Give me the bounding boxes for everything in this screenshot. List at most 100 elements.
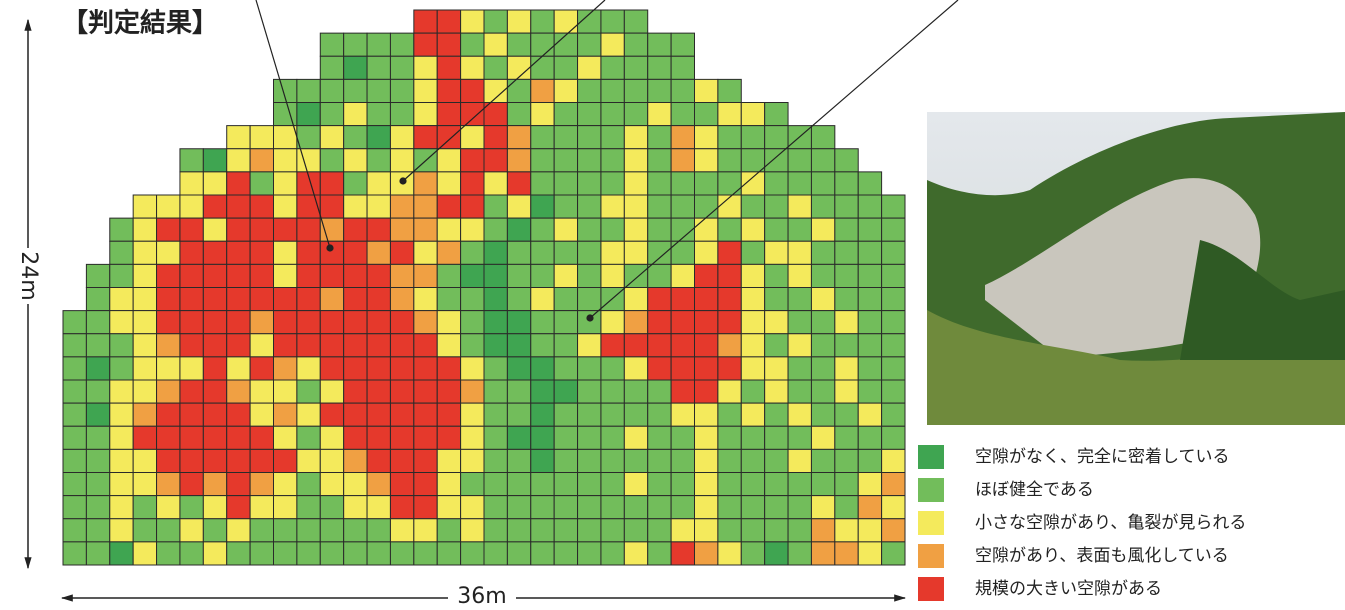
grid-cell xyxy=(600,495,625,520)
grid-cell xyxy=(857,472,883,497)
grid-cell xyxy=(436,171,462,196)
grid-cell xyxy=(623,263,649,288)
grid-cell xyxy=(319,217,345,242)
grid-cell xyxy=(460,425,485,450)
grid-cell xyxy=(810,310,836,335)
grid-cell xyxy=(132,495,158,520)
grid-cell xyxy=(483,448,508,473)
grid-cell xyxy=(62,402,87,427)
grid-cell xyxy=(553,102,579,127)
grid-cell xyxy=(694,217,719,242)
grid-cell xyxy=(273,333,298,358)
grid-cell xyxy=(694,495,719,520)
grid-cell xyxy=(179,171,204,196)
grid-cell xyxy=(179,333,204,358)
grid-cell xyxy=(109,495,134,520)
grid-cell xyxy=(530,495,555,520)
grid-cell xyxy=(764,448,789,473)
grid-cell xyxy=(179,263,204,288)
grid-cell xyxy=(226,287,251,312)
grid-cell xyxy=(389,310,415,335)
grid-cell xyxy=(764,333,789,358)
grid-cell xyxy=(389,495,415,520)
grid-cell xyxy=(156,448,181,473)
grid-cell xyxy=(109,472,134,497)
grid-cell xyxy=(764,541,789,566)
grid-cell xyxy=(670,194,695,219)
grid-cell xyxy=(530,55,555,80)
pointer-dot xyxy=(326,244,334,252)
grid-cell xyxy=(483,125,508,150)
grid-cell xyxy=(647,125,672,150)
grid-cell xyxy=(717,310,742,335)
grid-cell xyxy=(436,78,462,103)
grid-cell xyxy=(366,240,391,265)
grid-cell xyxy=(319,541,345,566)
grid-cell xyxy=(109,518,134,543)
grid-cell xyxy=(577,125,602,150)
grid-cell xyxy=(740,148,766,173)
grid-cell xyxy=(600,78,625,103)
grid-cell xyxy=(717,425,742,450)
grid-cell xyxy=(436,240,462,265)
grid-cell xyxy=(577,379,602,404)
grid-cell xyxy=(670,472,695,497)
grid-cell xyxy=(202,148,228,173)
grid-cell xyxy=(436,263,462,288)
grid-cell xyxy=(413,310,438,335)
grid-cell xyxy=(366,263,391,288)
grid-cell xyxy=(156,240,181,265)
grid-cell xyxy=(202,240,228,265)
grid-cell xyxy=(857,333,883,358)
grid-cell xyxy=(62,310,87,335)
grid-cell xyxy=(647,425,672,450)
grid-cell xyxy=(366,495,391,520)
grid-cell xyxy=(132,472,158,497)
grid-cell xyxy=(881,217,906,242)
grid-cell xyxy=(717,102,742,127)
grid-cell xyxy=(623,472,649,497)
legend-swatch xyxy=(918,445,944,469)
grid-cell xyxy=(717,472,742,497)
grid-cell xyxy=(296,148,321,173)
grid-cell xyxy=(460,217,485,242)
grid-cell xyxy=(764,148,789,173)
grid-cell xyxy=(319,472,345,497)
grid-cell xyxy=(694,263,719,288)
grid-cell xyxy=(787,356,812,381)
grid-cell xyxy=(810,541,836,566)
grid-cell xyxy=(810,217,836,242)
grid-cell xyxy=(179,425,204,450)
grid-cell xyxy=(577,472,602,497)
grid-cell xyxy=(273,518,298,543)
grid-cell xyxy=(670,171,695,196)
grid-cell xyxy=(389,518,415,543)
grid-cell xyxy=(740,310,766,335)
grid-cell xyxy=(179,194,204,219)
grid-cell xyxy=(226,356,251,381)
grid-cell xyxy=(226,171,251,196)
grid-cell xyxy=(530,263,555,288)
grid-cell xyxy=(389,425,415,450)
grid-cell xyxy=(156,194,181,219)
grid-cell xyxy=(694,171,719,196)
legend-swatch xyxy=(918,478,944,502)
grid-cell xyxy=(810,194,836,219)
legend-label: 規模の大きい空隙がある xyxy=(975,579,1162,599)
grid-cell xyxy=(483,333,508,358)
legend-label: 小さな空隙があり、亀裂が見られる xyxy=(975,513,1246,533)
grid-cell xyxy=(389,263,415,288)
grid-cell xyxy=(483,9,508,34)
grid-cell xyxy=(483,217,508,242)
grid-cell xyxy=(717,541,742,566)
grid-cell xyxy=(600,240,625,265)
grid-cell xyxy=(623,287,649,312)
grid-cell xyxy=(530,9,555,34)
grid-cell xyxy=(881,541,906,566)
grid-cell xyxy=(577,356,602,381)
grid-cell xyxy=(202,495,228,520)
grid-cell xyxy=(85,287,111,312)
grid-cell xyxy=(366,125,391,150)
pointer-line xyxy=(402,0,606,182)
grid-cell xyxy=(647,287,672,312)
